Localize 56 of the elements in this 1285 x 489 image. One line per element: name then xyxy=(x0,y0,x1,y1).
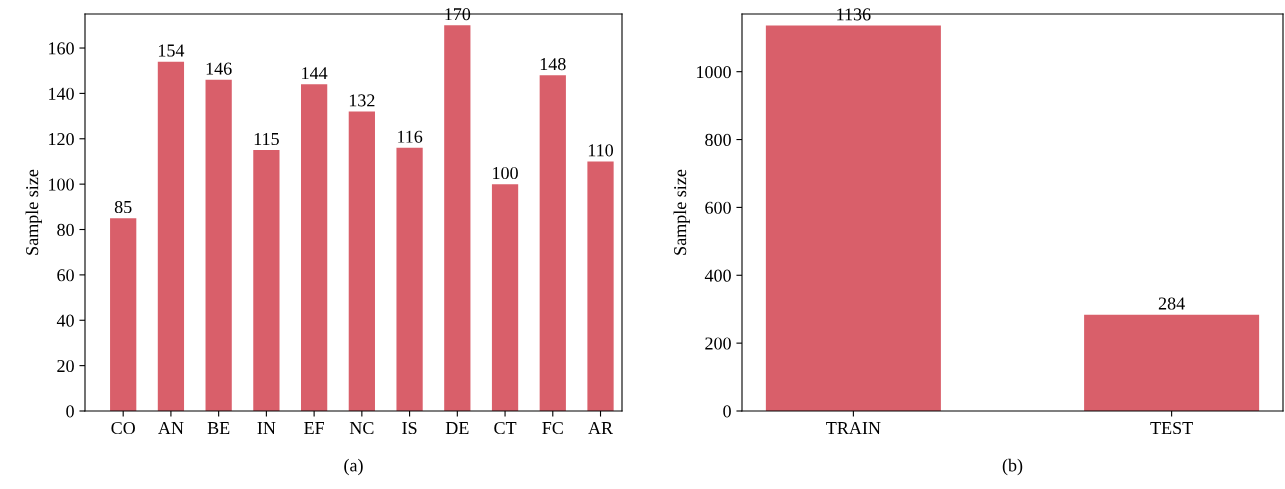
x-tick-label: AR xyxy=(588,422,614,434)
bar xyxy=(205,79,232,411)
bar xyxy=(539,75,566,411)
x-tick-label: IS xyxy=(402,421,417,435)
data-label: 148 xyxy=(540,58,566,71)
y-tick-label: 100 xyxy=(49,178,74,191)
x-tick-label: FC xyxy=(542,421,563,435)
data-label: 85 xyxy=(114,200,132,214)
y-tick-label: 1000 xyxy=(697,65,731,79)
data-label: 170 xyxy=(445,8,471,21)
x-tick-label: EF xyxy=(304,422,324,434)
bar xyxy=(396,147,423,411)
bar xyxy=(110,218,137,411)
x-tick-label: AN xyxy=(158,422,184,434)
bar xyxy=(491,184,519,411)
data-label: 144 xyxy=(302,67,328,80)
x-tick-label: BE xyxy=(207,422,230,434)
y-axis-title: Sample size xyxy=(25,169,42,255)
bar xyxy=(253,150,280,411)
data-label: 132 xyxy=(349,94,375,107)
y-tick-label: 60 xyxy=(57,269,74,282)
data-label: 284 xyxy=(1158,297,1185,310)
x-tick-label: NC xyxy=(349,421,374,435)
y-tick-label: 140 xyxy=(49,87,74,100)
bar xyxy=(300,84,328,411)
data-label: 146 xyxy=(206,62,232,75)
bar xyxy=(444,25,471,411)
data-label: 1136 xyxy=(837,8,871,21)
x-tick-label: TEST xyxy=(1150,421,1193,435)
data-label: 100 xyxy=(493,166,518,180)
y-tick-label: 80 xyxy=(57,223,74,236)
text: (a) xyxy=(344,458,363,476)
bar xyxy=(587,161,614,411)
bar xyxy=(348,111,375,411)
data-label: 116 xyxy=(397,130,423,143)
y-tick-label: 600 xyxy=(705,201,731,214)
x-tick-label: TRAIN xyxy=(826,422,881,434)
y-tick-label: 800 xyxy=(705,133,731,146)
data-label: 115 xyxy=(254,132,279,146)
y-tick-label: 120 xyxy=(49,133,74,146)
text: (b) xyxy=(1002,458,1023,476)
y-tick-label: 20 xyxy=(57,359,74,373)
y-tick-label: 0 xyxy=(723,405,731,418)
data-label: 154 xyxy=(158,44,185,57)
x-tick-label: CO xyxy=(111,421,135,435)
data-label: 110 xyxy=(588,144,614,157)
x-tick-label: IN xyxy=(257,422,276,434)
x-tick-label: DE xyxy=(445,422,469,434)
x-tick-label: CT xyxy=(494,421,517,435)
y-tick-label: 200 xyxy=(705,337,731,350)
y-tick-label: 400 xyxy=(704,269,731,282)
y-tick-label: 40 xyxy=(56,314,74,327)
y-tick-label: 0 xyxy=(66,405,74,418)
y-axis-title: Sample size xyxy=(673,169,690,255)
y-tick-label: 160 xyxy=(49,42,74,55)
bar xyxy=(157,61,185,411)
